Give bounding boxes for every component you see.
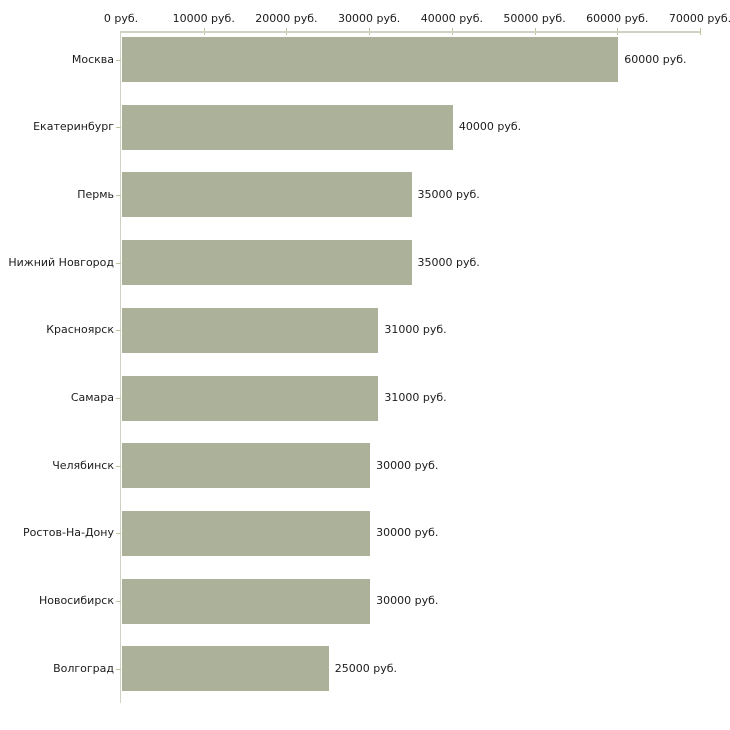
- category-label: Ростов-На-Дону: [22, 526, 114, 540]
- bar: [122, 307, 379, 353]
- x-axis-tick-label: 70000 руб.: [668, 12, 730, 25]
- category-label: Новосибирск: [38, 594, 114, 608]
- value-label: 25000 руб.: [334, 661, 398, 675]
- y-axis-tick-mark: [116, 59, 121, 61]
- category-label: Волгоград: [53, 661, 114, 675]
- category-label: Красноярск: [46, 323, 114, 337]
- y-axis-tick-mark: [116, 194, 121, 196]
- value-label: 35000 руб.: [417, 187, 480, 201]
- value-label: 30000 руб.: [376, 526, 439, 540]
- y-axis-tick-mark: [116, 601, 121, 603]
- x-axis-tick-label: 10000 руб.: [172, 12, 235, 25]
- y-axis-tick-mark: [116, 330, 121, 332]
- x-axis-tick-label: 60000 руб.: [586, 12, 649, 25]
- y-axis-tick-mark: [116, 398, 121, 399]
- bar: [122, 375, 379, 421]
- bar: [122, 172, 412, 218]
- x-axis-tick-label: 30000 руб.: [338, 12, 401, 25]
- y-axis-tick-mark: [116, 127, 121, 129]
- y-axis-tick-mark: [116, 465, 121, 467]
- y-axis-tick-mark: [116, 533, 121, 535]
- x-axis-tick-label: 0 руб.: [103, 12, 139, 25]
- value-label: 30000 руб.: [376, 458, 439, 472]
- x-axis-tick-label: 40000 руб.: [420, 12, 483, 25]
- value-label: 30000 руб.: [376, 594, 439, 608]
- x-axis-line: [121, 31, 700, 33]
- x-axis-tick-label: 20000 руб.: [255, 12, 318, 25]
- y-axis-tick-mark: [116, 262, 121, 264]
- category-label: Нижний Новгород: [8, 255, 114, 269]
- value-label: 31000 руб.: [384, 323, 447, 337]
- bar: [122, 443, 371, 489]
- value-label: 31000 руб.: [384, 391, 447, 404]
- category-label: Екатеринбург: [33, 120, 114, 134]
- category-label: Москва: [71, 52, 114, 66]
- bar: [122, 37, 619, 82]
- bar: [122, 510, 371, 556]
- bar: [122, 578, 371, 624]
- x-axis-tick-label: 50000 руб.: [503, 12, 566, 25]
- category-label: Пермь: [77, 187, 114, 201]
- bar: [122, 104, 453, 150]
- value-label: 35000 руб.: [417, 255, 480, 269]
- bar: [122, 646, 329, 692]
- y-axis-tick-mark: [116, 668, 121, 670]
- y-axis-line: [120, 31, 121, 704]
- category-label: Самара: [70, 391, 114, 404]
- value-label: 40000 руб.: [458, 120, 522, 134]
- category-label: Челябинск: [52, 458, 114, 472]
- bar: [122, 240, 412, 286]
- x-axis-tick-mark: [700, 28, 701, 35]
- value-label: 60000 руб.: [624, 52, 687, 66]
